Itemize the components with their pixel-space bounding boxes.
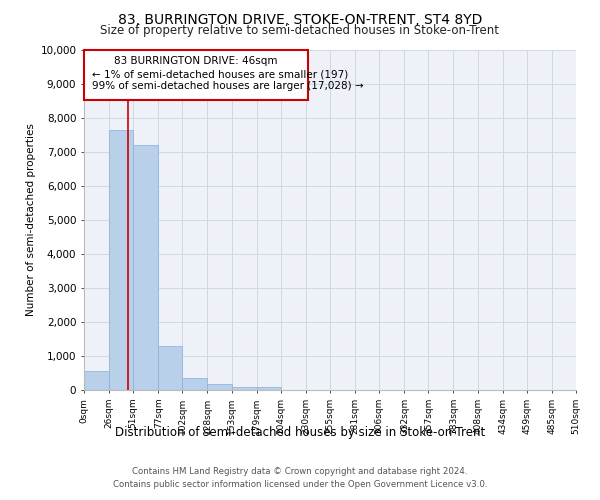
Text: ← 1% of semi-detached houses are smaller (197): ← 1% of semi-detached houses are smaller… [92,69,348,79]
FancyBboxPatch shape [84,50,308,100]
Bar [133,145,158,390]
Bar [109,130,133,390]
Text: Distribution of semi-detached houses by size in Stoke-on-Trent: Distribution of semi-detached houses by … [115,426,485,439]
Text: Size of property relative to semi-detached houses in Stoke-on-Trent: Size of property relative to semi-detach… [101,24,499,37]
Bar [208,384,232,390]
Text: 83 BURRINGTON DRIVE: 46sqm: 83 BURRINGTON DRIVE: 46sqm [114,56,278,66]
Text: 83, BURRINGTON DRIVE, STOKE-ON-TRENT, ST4 8YD: 83, BURRINGTON DRIVE, STOKE-ON-TRENT, ST… [118,12,482,26]
Bar [257,388,281,390]
Bar [232,386,257,390]
Bar [182,378,208,390]
Y-axis label: Number of semi-detached properties: Number of semi-detached properties [26,124,36,316]
Text: 99% of semi-detached houses are larger (17,028) →: 99% of semi-detached houses are larger (… [92,80,364,90]
Bar [158,346,182,390]
Bar [84,372,109,390]
Text: Contains HM Land Registry data © Crown copyright and database right 2024.
Contai: Contains HM Land Registry data © Crown c… [113,468,487,489]
